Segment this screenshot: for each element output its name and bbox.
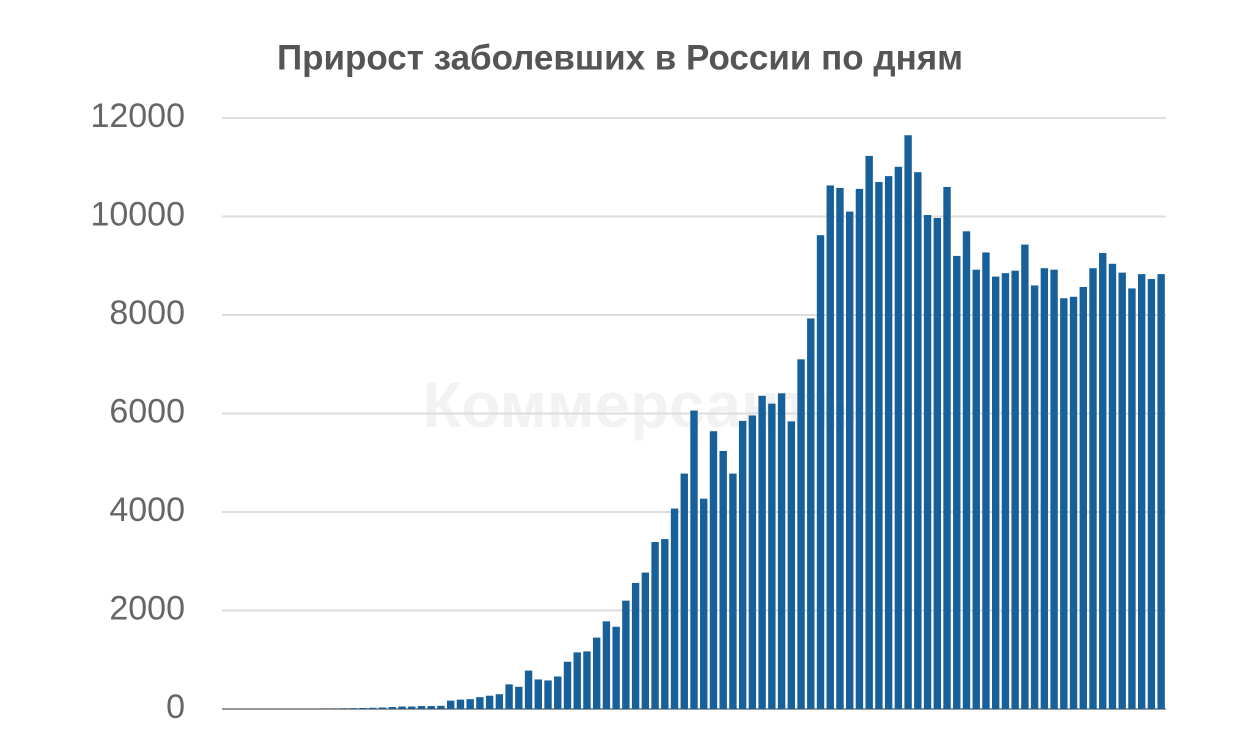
bar <box>826 185 834 709</box>
bar <box>369 707 377 709</box>
bar <box>680 473 688 709</box>
bar <box>787 421 796 709</box>
bar <box>1099 252 1107 709</box>
bar <box>583 651 591 709</box>
bar <box>592 637 601 709</box>
bar <box>447 700 455 709</box>
bar <box>904 135 912 710</box>
bar <box>524 670 533 709</box>
y-tick-label: 4000 <box>109 491 185 529</box>
bar <box>982 252 990 709</box>
bar <box>768 403 776 709</box>
bar <box>884 176 893 710</box>
bar <box>456 699 465 709</box>
bar <box>777 393 786 709</box>
bar <box>797 359 805 709</box>
y-tick-label: 2000 <box>109 589 185 627</box>
bar <box>378 707 387 709</box>
bar <box>719 450 727 709</box>
bar <box>1137 274 1146 709</box>
chart-title: Прирост заболевших в России по дням <box>277 38 963 77</box>
y-tick-label: 0 <box>166 688 185 726</box>
bar <box>651 542 659 709</box>
bar <box>1040 268 1049 709</box>
bar <box>875 182 883 709</box>
bar <box>1079 286 1087 709</box>
bar <box>388 707 397 709</box>
bar <box>563 661 572 709</box>
bar <box>466 699 474 709</box>
bar <box>1011 270 1019 709</box>
bar <box>641 572 650 709</box>
y-tick-label: 10000 <box>90 195 185 233</box>
bar <box>836 187 844 709</box>
bar <box>1060 298 1068 709</box>
bar <box>865 155 873 710</box>
y-tick-label: 8000 <box>109 294 185 332</box>
bar <box>807 318 815 709</box>
bar <box>700 498 708 709</box>
bar <box>544 680 552 709</box>
bar <box>622 600 630 709</box>
bar <box>1108 263 1117 709</box>
bar <box>1089 268 1097 709</box>
bar <box>709 431 718 709</box>
bar <box>1001 273 1010 709</box>
bar <box>359 708 367 709</box>
y-tick-label: 6000 <box>109 392 185 430</box>
bar <box>602 621 611 709</box>
bar <box>1128 288 1136 709</box>
bar <box>816 235 825 709</box>
bar <box>515 686 523 709</box>
bar <box>953 255 961 709</box>
bar <box>408 706 416 709</box>
bar <box>758 395 766 709</box>
bar <box>991 276 1000 709</box>
bar <box>943 186 951 709</box>
bar <box>1030 285 1039 709</box>
bar <box>738 420 747 709</box>
y-tick-label: 12000 <box>90 97 185 135</box>
bar <box>855 188 864 710</box>
bar <box>476 697 484 709</box>
bar <box>914 172 922 710</box>
bar <box>690 410 698 709</box>
bar <box>573 652 581 709</box>
bar <box>1069 296 1078 709</box>
bar <box>534 679 542 709</box>
bar <box>349 708 358 709</box>
bar <box>894 166 903 709</box>
bar <box>398 706 406 709</box>
bar <box>495 694 504 709</box>
bar <box>962 231 971 709</box>
bar <box>505 684 513 709</box>
bar <box>933 217 941 710</box>
bar <box>437 705 445 709</box>
bar <box>1157 274 1165 709</box>
bar <box>729 473 737 709</box>
bar <box>1021 244 1029 709</box>
bar <box>972 269 980 709</box>
bar <box>1147 279 1156 709</box>
bar <box>846 211 854 709</box>
bar <box>554 676 562 709</box>
bar <box>1118 272 1126 709</box>
bar <box>631 582 640 709</box>
bar <box>427 706 435 709</box>
bar <box>612 626 620 709</box>
bar <box>1050 269 1058 709</box>
bar <box>661 539 669 709</box>
bar <box>923 215 932 709</box>
bar <box>748 415 757 709</box>
bar <box>485 695 494 709</box>
bar <box>417 706 426 709</box>
bar <box>670 508 679 709</box>
